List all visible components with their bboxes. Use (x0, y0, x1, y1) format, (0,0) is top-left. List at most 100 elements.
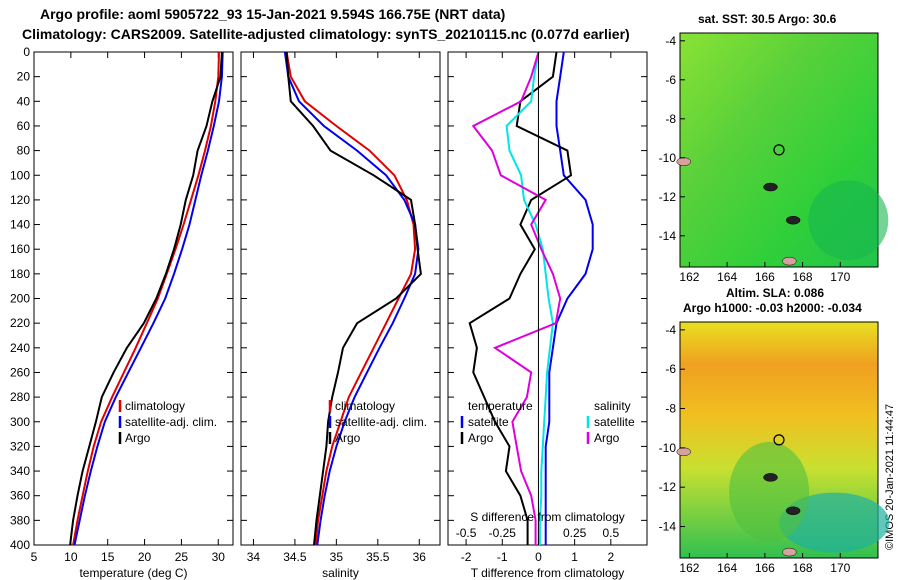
diff-legend-temp-sat: satellite (468, 415, 509, 429)
series-line-satellite-adj-clim- (73, 51, 224, 546)
sla-y-tick-label: -12 (659, 480, 677, 494)
diff-legend-sal-title: salinity (594, 399, 631, 413)
series-line-s-argo (471, 51, 562, 545)
panel-frame-temperature (33, 51, 234, 546)
sla-y-tick-label: -14 (659, 520, 677, 534)
x-tick-label: 10 (64, 550, 78, 564)
island-shape (676, 157, 692, 166)
series-line-argo (69, 51, 223, 546)
sal-legend-text: satellite-adj. clim. (335, 415, 427, 429)
title-line-2: Climatology: CARS2009. Satellite-adjuste… (22, 26, 630, 42)
x-tick-label: 5 (31, 550, 38, 564)
sst-x-tick-label: 170 (830, 270, 850, 284)
sst-y-tick-label: -12 (659, 190, 677, 204)
depth-tick-label: 180 (10, 267, 30, 281)
depth-tick-label: 120 (10, 193, 30, 207)
depth-tick-label: 60 (17, 119, 31, 133)
depth-tick-label: 200 (10, 292, 30, 306)
island-shape (785, 215, 801, 225)
sst-x-tick-label: 166 (755, 270, 775, 284)
sla-y-tick-label: -8 (665, 402, 676, 416)
diff-legend-sal-sat: satellite (594, 415, 635, 429)
x-tick-label: 0 (535, 550, 542, 564)
depth-tick-label: 340 (10, 464, 30, 478)
sla-map-title-1: Altim. SLA: 0.086 (726, 286, 825, 300)
island-shape (782, 547, 797, 557)
island-shape (763, 182, 778, 192)
x-tick-label: 2 (607, 550, 614, 564)
depth-tick-label: 80 (17, 144, 31, 158)
x-axis-label-temperature: temperature (deg C) (79, 566, 187, 580)
depth-tick-label: 380 (10, 513, 30, 527)
diff-legend-sal-argo: Argo (594, 431, 620, 445)
temp-legend-text: satellite-adj. clim. (125, 415, 217, 429)
sla-green-patch (729, 441, 810, 542)
depth-tick-label: 320 (10, 439, 30, 453)
depth-tick-label: 40 (17, 94, 31, 108)
sla-x-tick-label: 168 (793, 561, 813, 575)
x-tick-label: 20 (138, 550, 152, 564)
sst-x-tick-label: 164 (717, 270, 737, 284)
depth-tick-label: 0 (23, 45, 30, 59)
x-tick-label: 1 (571, 550, 578, 564)
diff-legend-temp-title: temperature (468, 399, 533, 413)
title-line-1: Argo profile: aoml 5905722_93 15-Jan-202… (40, 6, 506, 22)
x-tick-label: 15 (101, 550, 115, 564)
top-tick-label: -0.5 (456, 526, 477, 540)
x-axis-label-salinity: salinity (322, 566, 359, 580)
x-axis-label-difference: T difference from climatology (471, 566, 625, 580)
x-tick-label: 35.5 (366, 550, 390, 564)
x-tick-label: 30 (212, 550, 226, 564)
island-shape (676, 447, 692, 457)
sst-y-tick-label: -6 (665, 73, 676, 87)
depth-tick-label: 300 (10, 415, 30, 429)
sst-dark-patch (808, 180, 889, 261)
x-tick-label: 36 (413, 550, 427, 564)
depth-tick-label: 220 (10, 316, 30, 330)
top-tick-label: -0.25 (489, 526, 517, 540)
depth-tick-label: 20 (17, 70, 31, 84)
sst-argo-marker (773, 144, 785, 156)
sal-legend-text: Argo (335, 431, 361, 445)
sst-y-tick-label: -10 (659, 151, 677, 165)
series-line-satellite-adj-clim- (283, 51, 420, 546)
depth-tick-label: 100 (10, 168, 30, 182)
sla-map-title-2: Argo h1000: -0.03 h2000: -0.034 (683, 301, 862, 315)
panel-frame-difference (447, 51, 648, 546)
island-shape (782, 256, 797, 266)
x-tick-label: -2 (461, 550, 472, 564)
x-tick-label: 34 (247, 550, 261, 564)
sst-y-tick-label: -4 (665, 34, 676, 48)
depth-tick-label: 160 (10, 242, 30, 256)
depth-tick-label: 240 (10, 341, 30, 355)
x-tick-label: 35 (330, 550, 344, 564)
series-line-climatology (72, 51, 220, 546)
series-line-climatology (285, 51, 417, 546)
depth-tick-label: 400 (10, 538, 30, 552)
top-tick-label: 0.25 (563, 526, 587, 540)
temp-legend-text: Argo (125, 431, 151, 445)
sla-x-tick-label: 164 (717, 561, 737, 575)
sst-map-title: sat. SST: 30.5 Argo: 30.6 (698, 12, 837, 26)
x-tick-label: -1 (497, 550, 508, 564)
x-tick-label: 25 (175, 550, 189, 564)
series-line-t-satellite (544, 51, 594, 545)
x-tick-label: 34.5 (283, 550, 307, 564)
sla-y-tick-label: -6 (665, 362, 676, 376)
depth-tick-label: 260 (10, 365, 30, 379)
panel-frame-salinity (240, 51, 441, 546)
top-tick-label: 0.5 (602, 526, 619, 540)
island-shape (785, 506, 801, 516)
sst-x-tick-label: 162 (679, 270, 699, 284)
depth-tick-label: 280 (10, 390, 30, 404)
island-shape (763, 473, 778, 482)
sla-x-tick-label: 162 (679, 561, 699, 575)
depth-tick-label: 360 (10, 489, 30, 503)
top-axis-label: S difference from climatology (470, 510, 625, 524)
depth-tick-label: 140 (10, 218, 30, 232)
sla-x-tick-label: 166 (755, 561, 775, 575)
sst-y-tick-label: -14 (659, 229, 677, 243)
sla-x-tick-label: 170 (830, 561, 850, 575)
sla-y-tick-label: -10 (659, 441, 677, 455)
